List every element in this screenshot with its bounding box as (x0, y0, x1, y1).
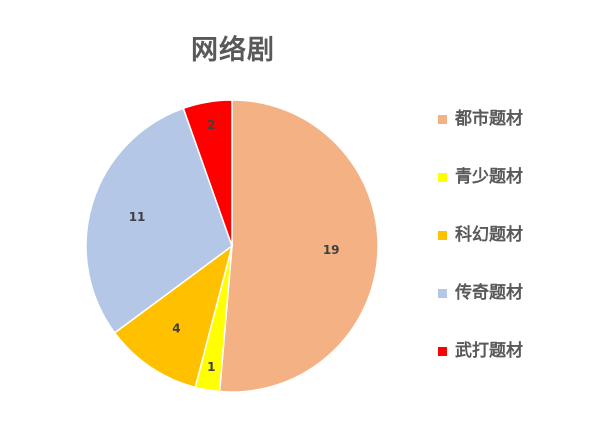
pie-data-label-3: 4 (172, 321, 180, 335)
legend-item-1: 都市题材 (438, 108, 523, 166)
pie-slice-5 (182, 99, 233, 247)
legend-swatch (438, 173, 447, 182)
legend-label: 科幻题材 (455, 225, 523, 245)
legend-label: 传奇题材 (455, 283, 523, 303)
pie-data-labels: 19 1 4 11 2 (129, 118, 340, 374)
pie-slice-3 (113, 244, 234, 389)
legend-label: 青少题材 (455, 167, 523, 187)
pie-slice-4 (85, 107, 233, 334)
pie-data-label-1: 19 (323, 243, 340, 257)
pie-data-label-5: 2 (207, 118, 215, 132)
chart-legend: 都市题材青少题材科幻题材传奇题材武打题材 (438, 108, 523, 398)
legend-swatch (438, 289, 447, 298)
legend-item-2: 青少题材 (438, 166, 523, 224)
legend-swatch (438, 115, 447, 124)
legend-swatch (438, 231, 447, 240)
legend-label: 都市题材 (455, 109, 523, 129)
legend-item-3: 科幻题材 (438, 224, 523, 282)
pie-slices (85, 99, 379, 393)
pie-slice-1 (218, 99, 379, 393)
pie-data-label-4: 11 (129, 210, 146, 224)
chart-title: 网络剧 (191, 35, 275, 66)
pie-data-label-2: 1 (207, 360, 215, 374)
legend-swatch (438, 347, 447, 356)
legend-label: 武打题材 (455, 341, 523, 361)
legend-item-4: 传奇题材 (438, 282, 523, 340)
legend-item-5: 武打题材 (438, 340, 523, 398)
